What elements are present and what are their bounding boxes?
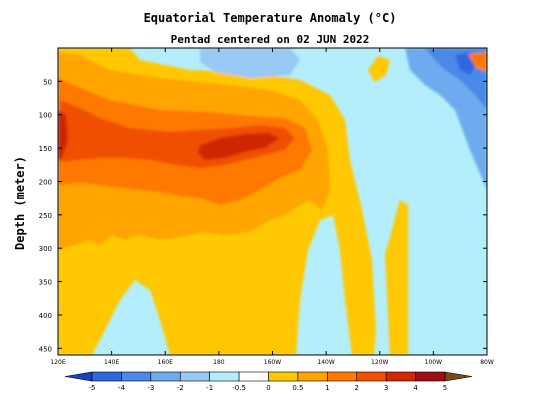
warm-east-corner [468,52,487,72]
y-tick-label: 100 [39,112,52,120]
colorbar-swatch [385,371,416,382]
colorbar-label: -5 [89,384,96,392]
colorbar-label: 3 [384,384,388,392]
y-tick-label: 450 [39,345,52,353]
colorbar-swatch [415,371,446,382]
colorbar-swatch [356,371,387,382]
colorbar-swatch [91,371,122,382]
x-tick-label: 80W [480,359,494,366]
y-tick-label: 150 [39,145,52,153]
colorbar-swatch [209,371,240,382]
y-ticks: 50 100 150 200 250 300 350 400 450 [39,78,487,353]
colorbar-swatch [238,371,269,382]
colorbar-swatch [121,371,152,382]
y-tick-label: 200 [39,178,52,186]
colorbar-label: 5 [443,384,447,392]
colorbar-label: 4 [413,384,418,392]
y-tick-label: 300 [39,245,52,253]
colorbar-label: -2 [177,384,184,392]
y-tick-label: 350 [39,279,52,287]
x-tick-label: 120E [50,359,65,366]
x-tick-label: 180 [213,359,225,366]
x-tick-label: 120W [371,359,388,366]
colorbar-label: -0.5 [232,384,246,392]
x-ticks: 120E 140E 160E 180 160W 140W 120W 100W 80W [50,48,494,366]
x-tick-label: 140E [104,359,119,366]
chart-title: Equatorial Temperature Anomaly (°C) [144,11,397,25]
x-tick-label: 100W [425,359,442,366]
y-tick-label: 400 [39,312,52,320]
cold-central-surface-1 [200,48,300,78]
warm-west-core [58,110,68,160]
colorbar-label: 0.5 [292,384,303,392]
colorbar-swatch [268,371,299,382]
colorbar-label: 0 [266,384,270,392]
colorbar-swatch [150,371,181,382]
warm-column-0.5 [385,200,408,355]
x-tick-label: 140W [317,359,334,366]
warm-east-surface [368,56,390,82]
chart-subtitle: Pentad centered on 02 JUN 2022 [171,33,370,46]
colorbar-swatch [327,371,358,382]
colorbar-label: -1 [206,384,213,392]
anomaly-field [58,48,487,355]
colorbar-label: -4 [118,384,126,392]
x-tick-label: 160W [264,359,281,366]
colorbar: -5 -4 -3 -2 -1 -0.5 0 0.5 1 2 3 4 5 [64,371,473,392]
colorbar-swatch [179,371,210,382]
warm-layer-4 [198,133,280,160]
x-tick-label: 160E [158,359,173,366]
colorbar-max-extend [444,371,473,382]
colorbar-label: 1 [325,384,329,392]
y-tick-label: 250 [39,212,52,220]
y-axis-label: Depth (meter) [13,156,27,250]
colorbar-min-extend [64,371,93,382]
y-tick-label: 50 [43,78,52,86]
colorbar-swatch [297,371,328,382]
colorbar-label: 2 [355,384,359,392]
colorbar-label: -3 [147,384,154,392]
